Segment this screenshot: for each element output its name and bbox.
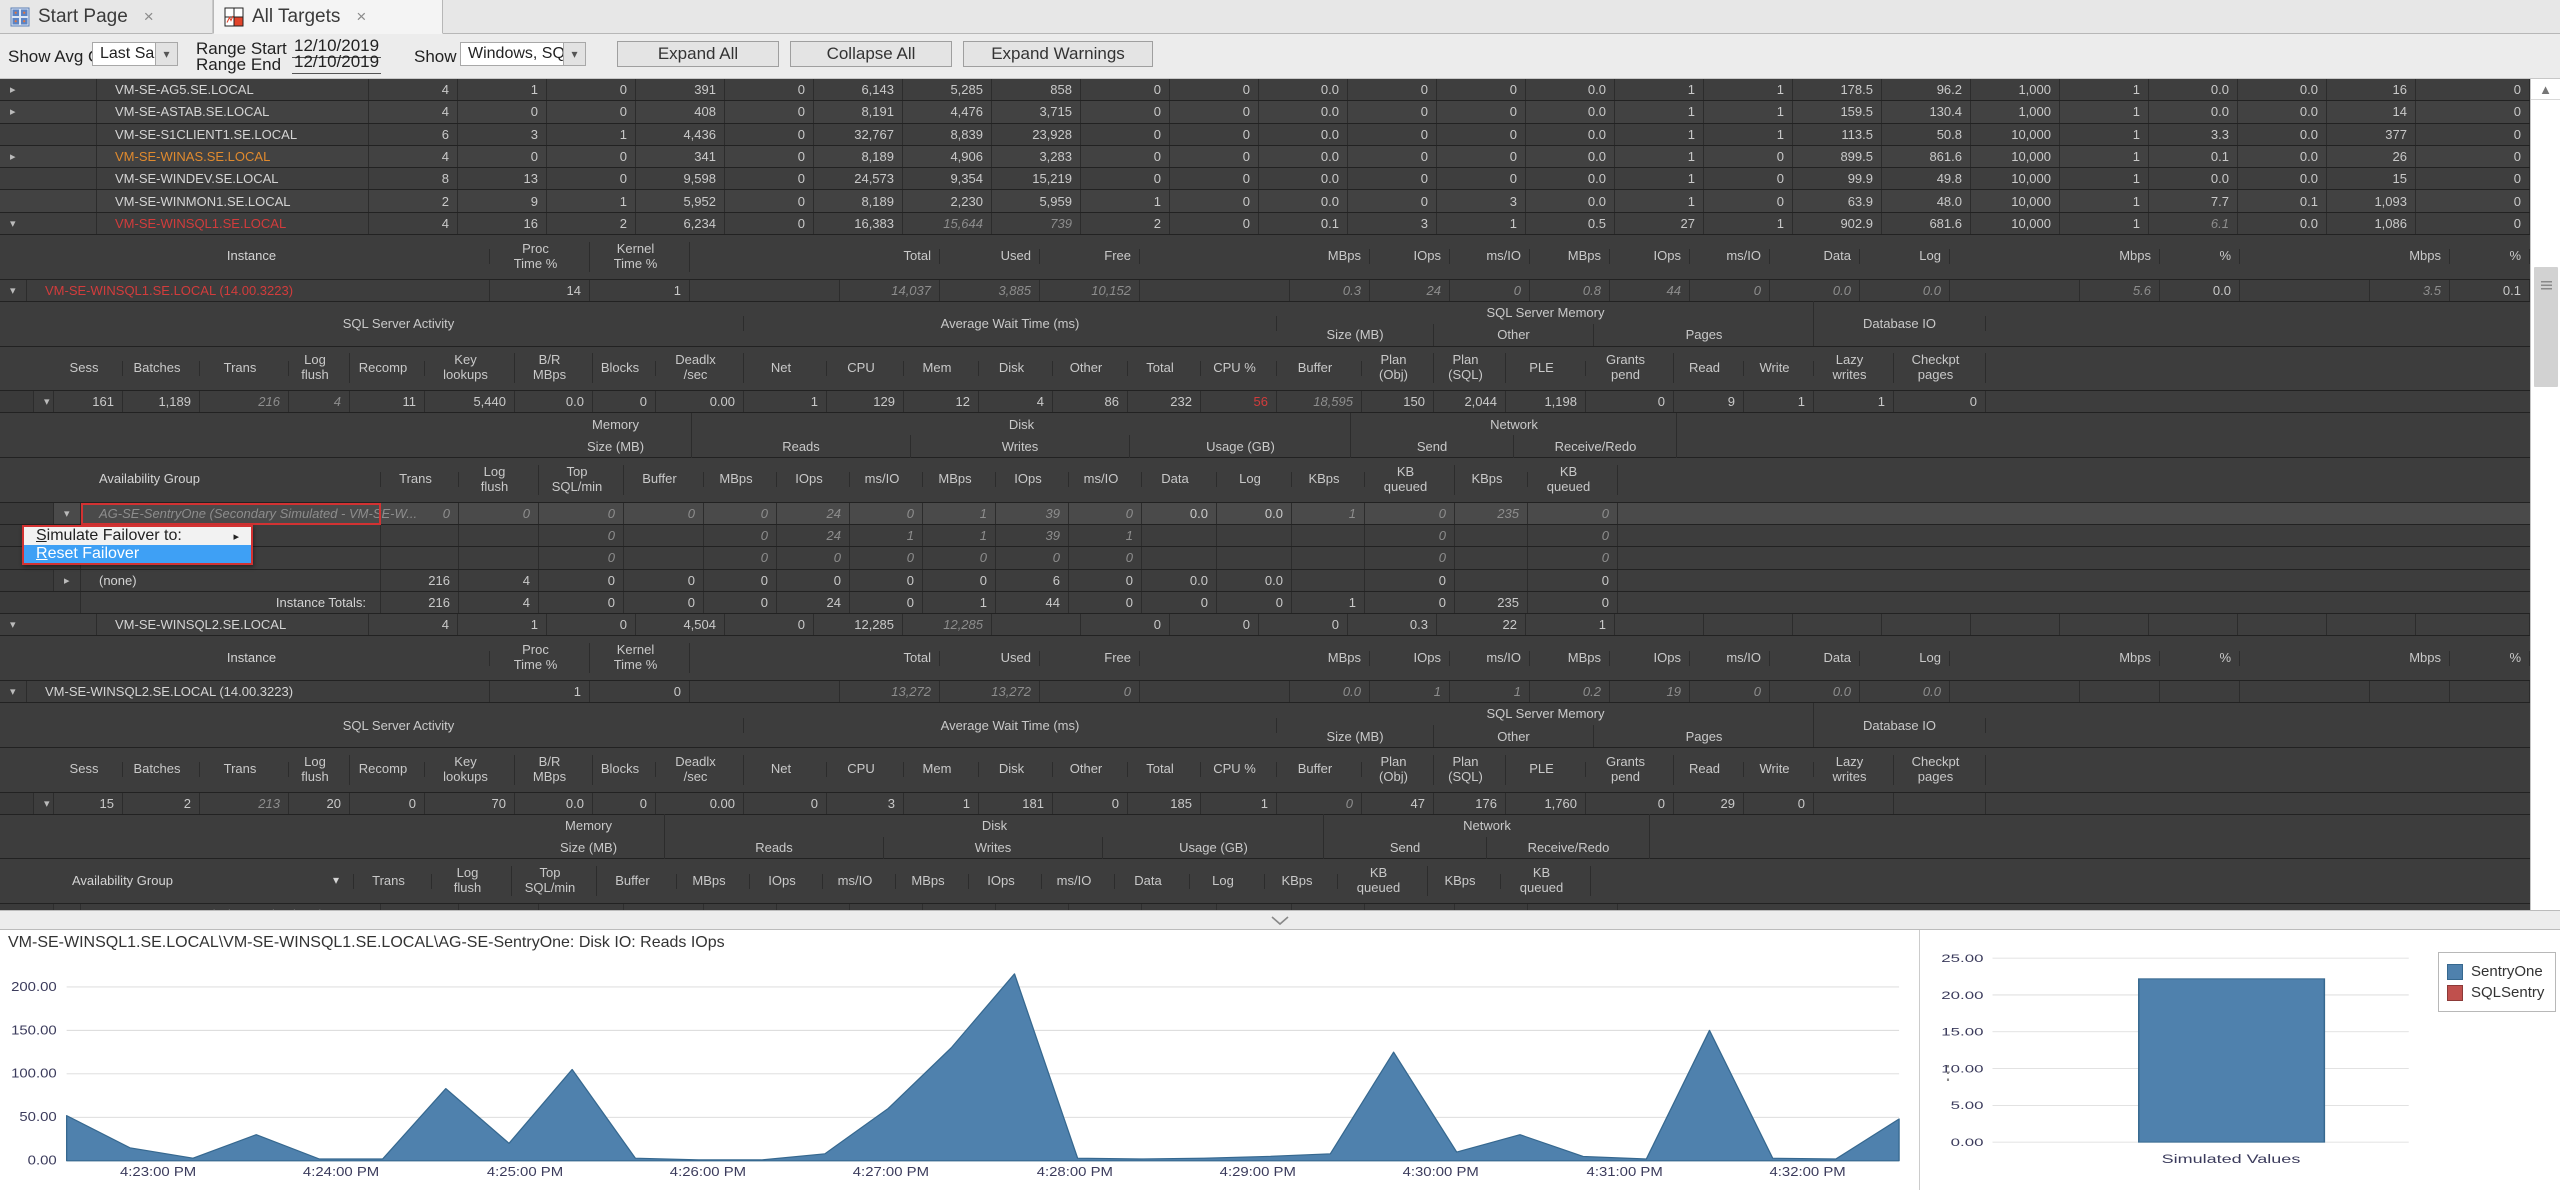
- svg-text:4:31:00 PM: 4:31:00 PM: [1587, 1164, 1663, 1179]
- svg-text:4:25:00 PM: 4:25:00 PM: [487, 1164, 563, 1179]
- svg-text:4:30:00 PM: 4:30:00 PM: [1403, 1164, 1479, 1179]
- svg-text:200.00: 200.00: [11, 979, 57, 994]
- svg-text:150.00: 150.00: [11, 1022, 57, 1037]
- svg-text:100.00: 100.00: [11, 1065, 57, 1080]
- svg-text:4:24:00 PM: 4:24:00 PM: [303, 1164, 379, 1179]
- svg-text:0.00: 0.00: [28, 1152, 57, 1167]
- svg-text:0.00: 0.00: [1951, 1136, 1984, 1149]
- svg-text:4:28:00 PM: 4:28:00 PM: [1037, 1164, 1113, 1179]
- svg-text:4:27:00 PM: 4:27:00 PM: [853, 1164, 929, 1179]
- svg-text:15.00: 15.00: [1941, 1026, 1983, 1039]
- svg-text:4:26:00 PM: 4:26:00 PM: [670, 1164, 746, 1179]
- svg-text:20.00: 20.00: [1941, 989, 1983, 1002]
- svg-text:4:23:00 PM: 4:23:00 PM: [120, 1164, 196, 1179]
- svg-text:5.00: 5.00: [1951, 1100, 1984, 1113]
- svg-text:4:29:00 PM: 4:29:00 PM: [1220, 1164, 1296, 1179]
- svg-text:Simulated Values: Simulated Values: [2162, 1152, 2301, 1166]
- svg-text:25.00: 25.00: [1941, 952, 1983, 965]
- svg-text:4:32:00 PM: 4:32:00 PM: [1769, 1164, 1845, 1179]
- svg-text:50.00: 50.00: [19, 1109, 56, 1124]
